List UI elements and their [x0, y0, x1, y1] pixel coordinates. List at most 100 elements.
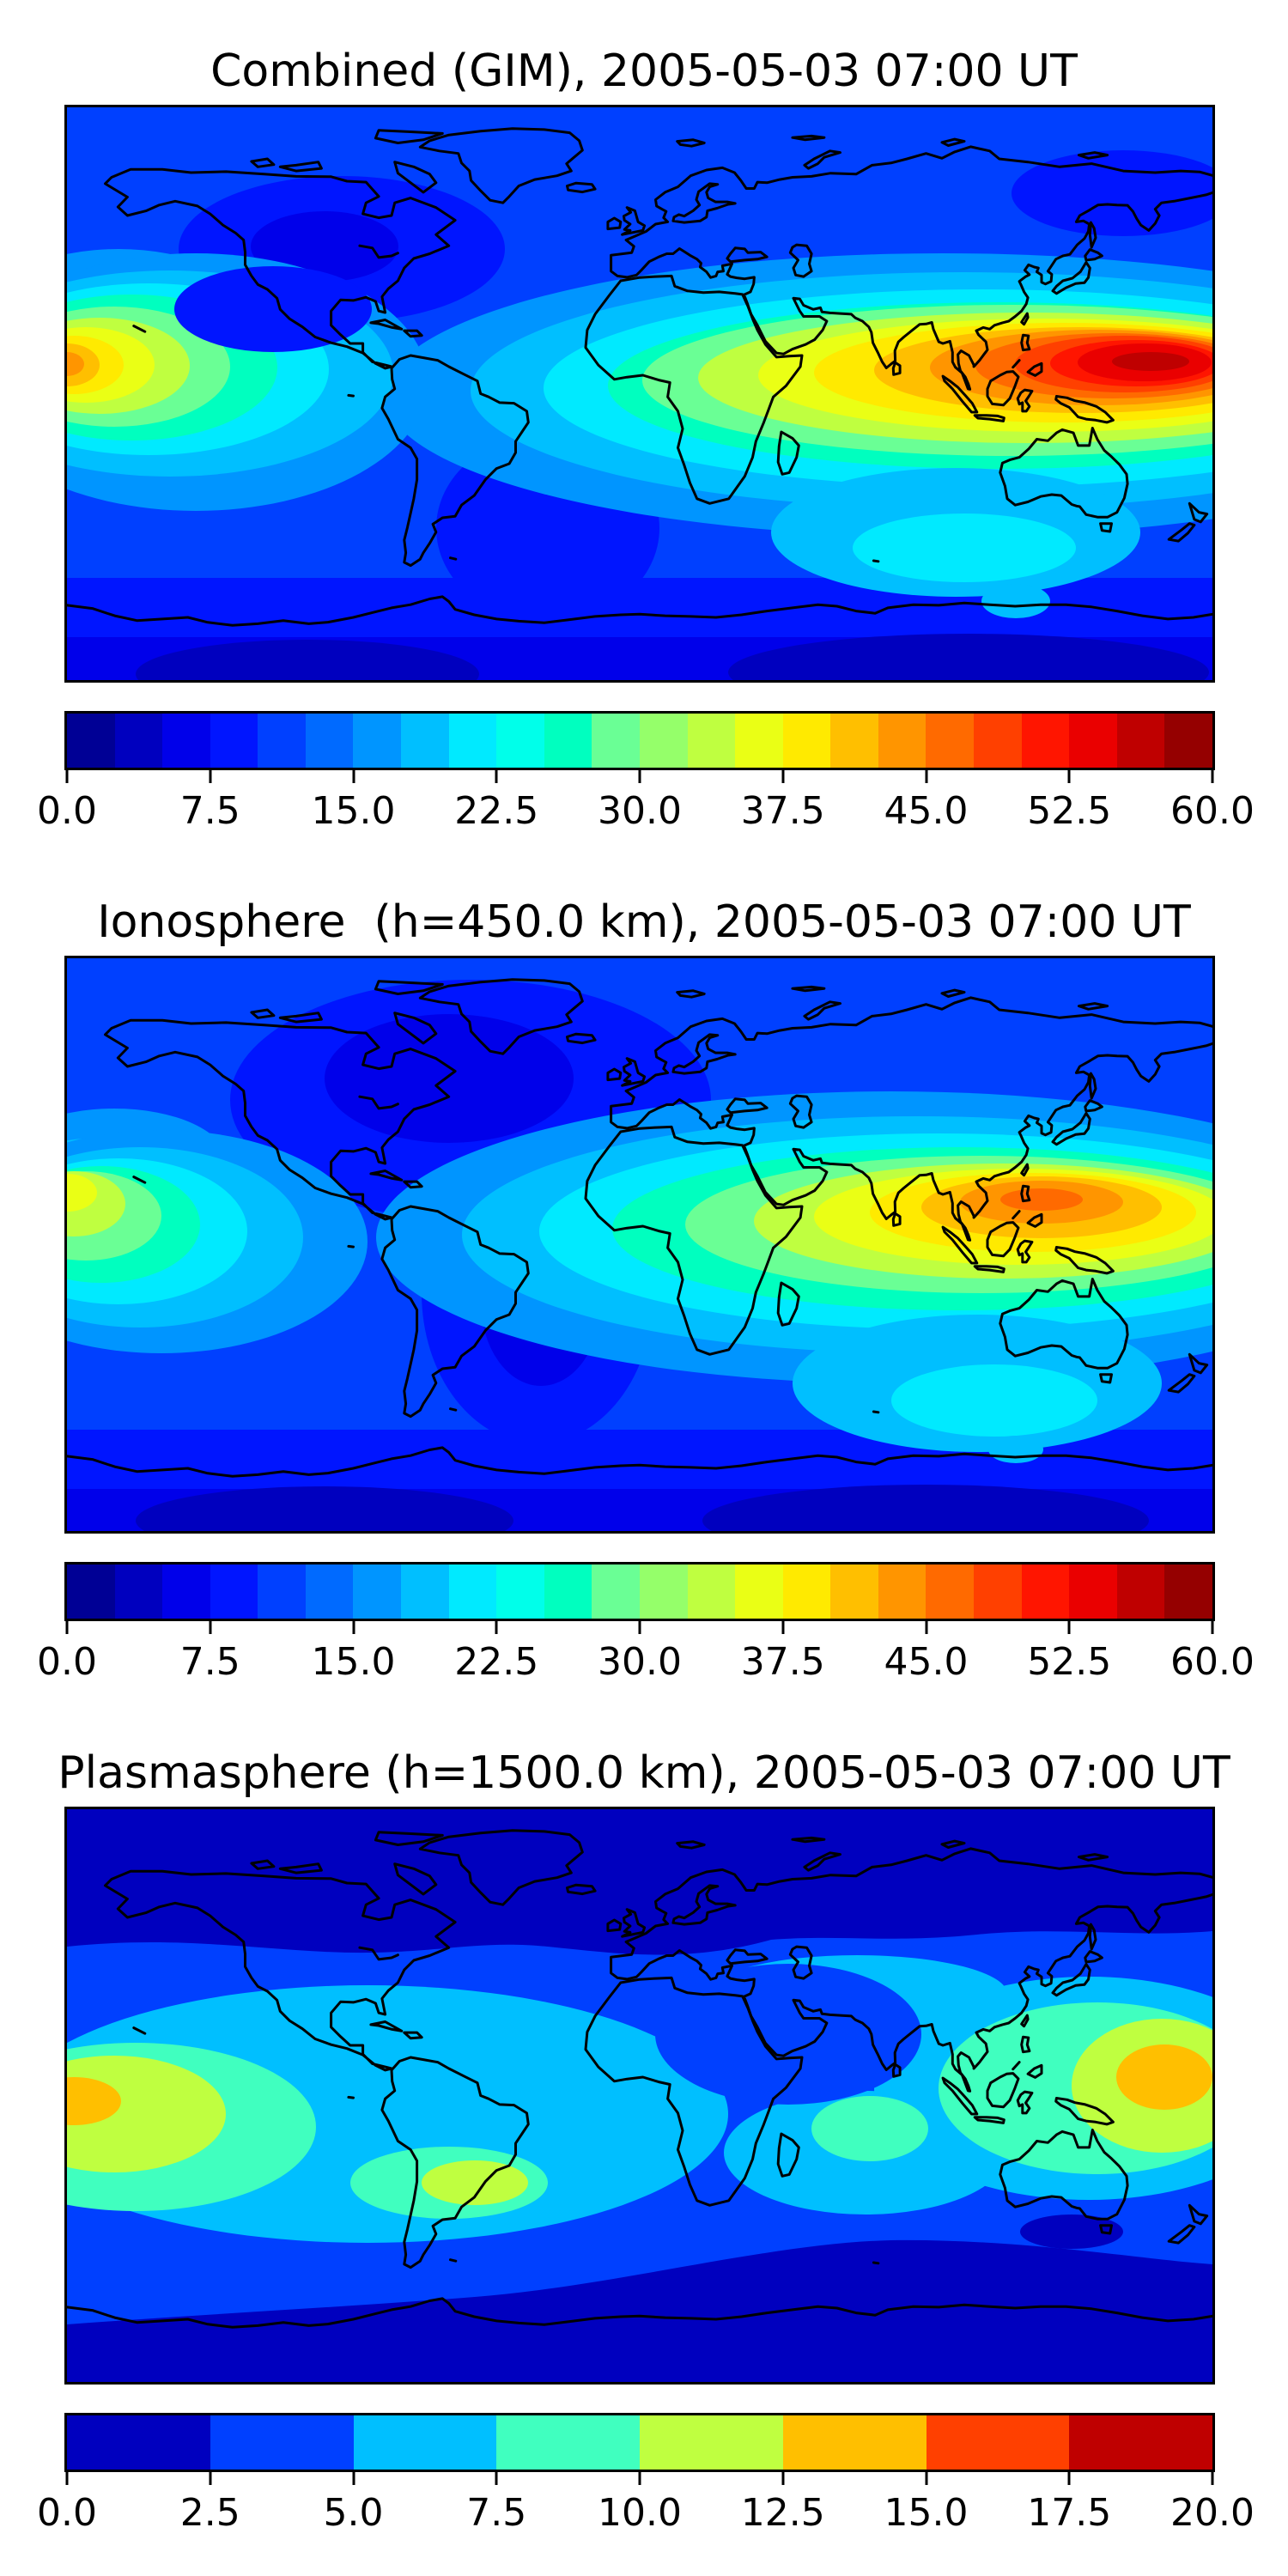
panel-title-ionosphere: Ionosphere (h=450.0 km), 2005-05-03 07:0…	[97, 896, 1191, 948]
colorbar-segment	[210, 1564, 258, 1619]
colorbar-tick-mark	[925, 1621, 927, 1634]
colorbar-tick-label: 15.0	[311, 1640, 396, 1684]
colorbar-segment	[640, 2415, 783, 2470]
colorbar-segment	[592, 1564, 640, 1619]
colorbar-tick-label: 60.0	[1170, 789, 1255, 833]
colorbar-segment	[878, 714, 927, 768]
colorbar-tick-mark	[925, 2472, 927, 2485]
colorbar-segment	[162, 714, 210, 768]
map-combined-gim	[64, 105, 1215, 683]
colorbar-ionosphere: 0.0 7.5 15.0 22.5 30.0 37.5 45.0 52.5 60.0	[37, 1562, 1255, 1684]
colorbar-segment	[973, 1564, 1022, 1619]
colorbar-segment	[926, 1564, 974, 1619]
colorbar-tick-label: 20.0	[1170, 2491, 1255, 2535]
colorbar-tick-label: 22.5	[454, 789, 539, 833]
colorbar-segment	[353, 1564, 402, 1619]
coastlines	[67, 127, 1212, 627]
colorbar-segment	[830, 714, 878, 768]
colorbar-tick-label: 5.0	[323, 2491, 384, 2535]
colorbar-segment	[1021, 714, 1070, 768]
colorbar-tick-mark	[65, 770, 69, 783]
colorbar-segment	[114, 1564, 163, 1619]
colorbar-tick-mark	[352, 2472, 355, 2485]
colorbar-tick-mark	[65, 2472, 69, 2485]
colorbar-segment	[305, 1564, 354, 1619]
colorbar-plasmasphere: 0.0 2.5 5.0 7.5 10.0 12.5 15.0 17.5 20.0	[37, 2413, 1255, 2535]
colorbar-tick-mark	[638, 2472, 641, 2485]
colorbar-segment	[735, 714, 783, 768]
colorbar-segment	[830, 1564, 878, 1619]
colorbar-segment	[401, 714, 449, 768]
panel-title-combined: Combined (GIM), 2005-05-03 07:00 UT	[210, 46, 1078, 97]
colorbar-tick-label: 60.0	[1170, 1640, 1255, 1684]
colorbar-tick-label: 12.5	[740, 2491, 825, 2535]
colorbar-segment	[1021, 1564, 1070, 1619]
colorbar-tick-label: 2.5	[179, 2491, 240, 2535]
colorbar-tick-mark	[781, 1621, 785, 1634]
colorbar-segment	[210, 714, 258, 768]
colorbar-segment	[496, 714, 544, 768]
colorbar-tick-mark	[1067, 1621, 1071, 1634]
colorbar-tick-label: 37.5	[740, 1640, 825, 1684]
colorbar-segment	[1069, 2415, 1212, 2470]
colorbar-tick-mark	[638, 1621, 641, 1634]
colorbar-tick-label: 0.0	[37, 2491, 97, 2535]
colorbar-tick-label: 17.5	[1027, 2491, 1112, 2535]
colorbar-combined: 0.0 7.5 15.0 22.5 30.0 37.5 45.0 52.5 60.0	[37, 711, 1255, 833]
colorbar-tick-label: 30.0	[598, 789, 682, 833]
colorbar-segment	[735, 1564, 783, 1619]
colorbar-tick-mark	[495, 2472, 498, 2485]
colorbar-segment	[782, 1564, 831, 1619]
colorbar-segment	[1069, 1564, 1117, 1619]
map-ionosphere	[64, 956, 1215, 1534]
colorbar-tick-mark	[495, 770, 498, 783]
coastlines	[67, 978, 1212, 1478]
colorbar-segment	[1164, 714, 1212, 768]
colorbar-tick-label: 45.0	[884, 789, 969, 833]
colorbar-gradient	[67, 1564, 1212, 1619]
colorbar-segment	[1164, 1564, 1212, 1619]
colorbar-tick-label: 45.0	[884, 1640, 969, 1684]
colorbar-gradient	[67, 2415, 1212, 2470]
colorbar-segment	[448, 1564, 497, 1619]
contour-fills	[67, 1809, 1212, 2382]
colorbar-segment	[305, 714, 354, 768]
colorbar-tick-mark	[1211, 1621, 1214, 1634]
colorbar-segment	[258, 1564, 306, 1619]
colorbar-tick-mark	[209, 2472, 212, 2485]
colorbar-segment	[258, 714, 306, 768]
colorbar-segment	[639, 714, 688, 768]
colorbar-tick-mark	[1211, 770, 1214, 783]
colorbar-tick-mark	[352, 1621, 355, 1634]
colorbar-tick-mark	[1067, 2472, 1071, 2485]
colorbar-gradient	[67, 714, 1212, 768]
colorbar-tick-mark	[1067, 770, 1071, 783]
colorbar-segment	[67, 2415, 210, 2470]
colorbar-segment	[926, 714, 974, 768]
colorbar-segment	[496, 1564, 544, 1619]
colorbar-tick-mark	[65, 1621, 69, 1634]
colorbar-segment	[162, 1564, 210, 1619]
colorbar-tick-label: 7.5	[466, 2491, 527, 2535]
colorbar-tick-mark	[209, 770, 212, 783]
colorbar-tick-mark	[781, 770, 785, 783]
colorbar-tick-label: 7.5	[179, 789, 240, 833]
colorbar-segment	[878, 1564, 927, 1619]
panel-title-plasmasphere: Plasmasphere (h=1500.0 km), 2005-05-03 0…	[58, 1747, 1230, 1799]
colorbar-segment	[1116, 1564, 1165, 1619]
colorbar-tick-label: 37.5	[740, 789, 825, 833]
colorbar-tick-label: 0.0	[37, 1640, 97, 1684]
colorbar-tick-label: 22.5	[454, 1640, 539, 1684]
coastlines	[67, 1829, 1212, 2329]
contour-fills	[67, 958, 1212, 1531]
colorbar-segment	[687, 714, 736, 768]
colorbar-tick-mark	[925, 770, 927, 783]
map-plasmasphere	[64, 1807, 1215, 2385]
colorbar-segment	[782, 2415, 927, 2470]
colorbar-tick-label: 52.5	[1027, 1640, 1112, 1684]
colorbar-tick-mark	[209, 1621, 212, 1634]
colorbar-tick-mark	[495, 1621, 498, 1634]
colorbar-segment	[67, 714, 115, 768]
colorbar-segment	[926, 2415, 1070, 2470]
